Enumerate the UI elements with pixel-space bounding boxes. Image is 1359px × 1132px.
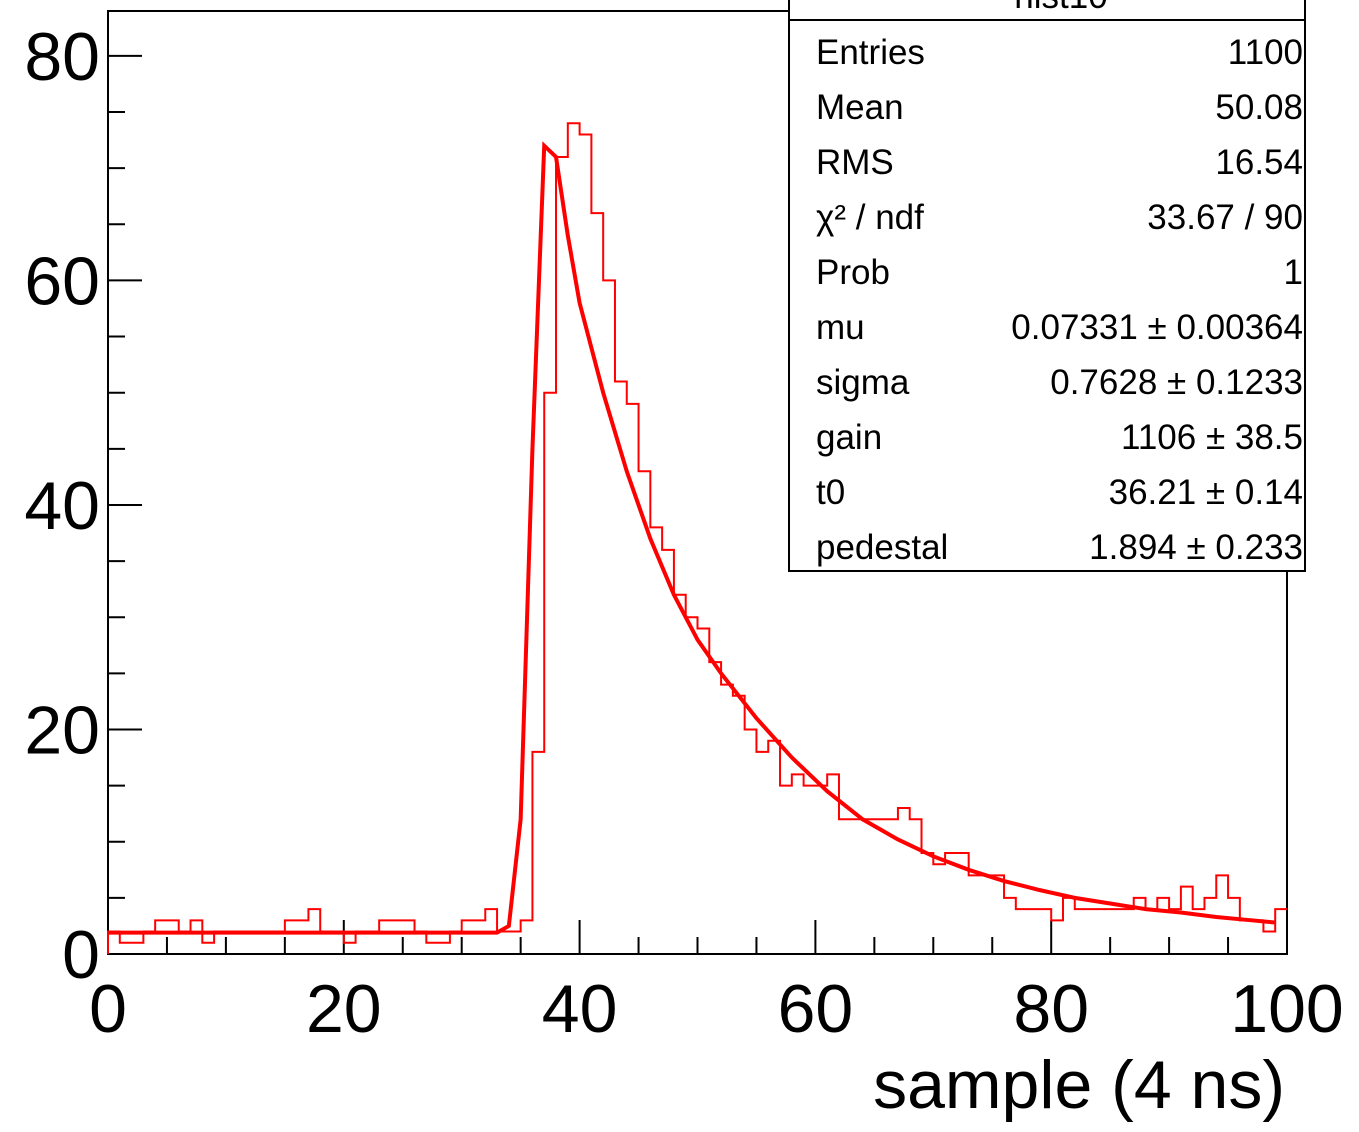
stats-row-label: Entries <box>816 33 925 72</box>
x-tick-label: 60 <box>778 971 854 1047</box>
x-tick-label: 40 <box>542 971 618 1047</box>
y-tick-label: 40 <box>24 468 100 544</box>
stats-row-value: 16.54 <box>1215 143 1303 182</box>
stats-row-label: Mean <box>816 88 904 127</box>
stats-row-value: 50.08 <box>1215 88 1303 127</box>
stats-row-value: 33.67 / 90 <box>1147 198 1303 237</box>
stats-row-label: t0 <box>816 473 845 512</box>
x-tick-label: 0 <box>89 971 127 1047</box>
stats-box-rows: Entries 1100 Mean 50.08 RMS 16.54 χ² / ndf 33.6… <box>816 33 1303 567</box>
x-tick-label: 20 <box>306 971 382 1047</box>
histogram-steps <box>107 122 1287 954</box>
y-tick-label: 20 <box>24 692 100 768</box>
x-tick-label: 80 <box>1013 971 1089 1047</box>
stats-box-frame <box>788 0 1306 572</box>
stats-row-label: gain <box>816 418 882 457</box>
stats-row-value: 1 <box>1284 253 1303 292</box>
stats-box: hist10 Entries 1100 Mean 50.08 RMS 16.54 χ² / … <box>788 0 1306 572</box>
stats-row-value: 0.7628 ± 0.1233 <box>1050 363 1303 402</box>
stats-row-value: 0.07331 ± 0.00364 <box>1011 308 1303 347</box>
stats-row-value: 1106 ± 38.5 <box>1121 418 1303 457</box>
x-tick-label: 100 <box>1230 971 1343 1047</box>
stats-box-title: hist10 <box>1014 0 1107 16</box>
x-axis-label: sample (4 ns) <box>873 1047 1285 1123</box>
stats-row-label: sigma <box>816 363 910 402</box>
stats-row-label: pedestal <box>816 528 948 567</box>
histogram-series <box>107 122 1287 954</box>
fit-line <box>108 141 1276 935</box>
axis-ticks <box>107 54 1288 955</box>
stats-row-value: 36.21 ± 0.14 <box>1109 473 1303 512</box>
y-tick-label: 0 <box>62 917 100 993</box>
y-tick-label: 80 <box>24 19 100 95</box>
stats-row-label: RMS <box>816 143 894 182</box>
y-axis-tick-labels: 0 20 40 60 80 <box>24 19 100 993</box>
stats-row-label: Prob <box>816 253 890 292</box>
stats-row-value: 1100 <box>1228 33 1303 72</box>
y-tick-label: 60 <box>24 243 100 319</box>
fit-curve <box>108 141 1276 935</box>
stats-row-label: χ² / ndf <box>816 198 924 237</box>
stats-row-value: 1.894 ± 0.233 <box>1089 528 1303 567</box>
x-axis-tick-labels: 0 20 40 60 80 100 <box>89 971 1344 1047</box>
stats-row-label: mu <box>816 308 865 347</box>
